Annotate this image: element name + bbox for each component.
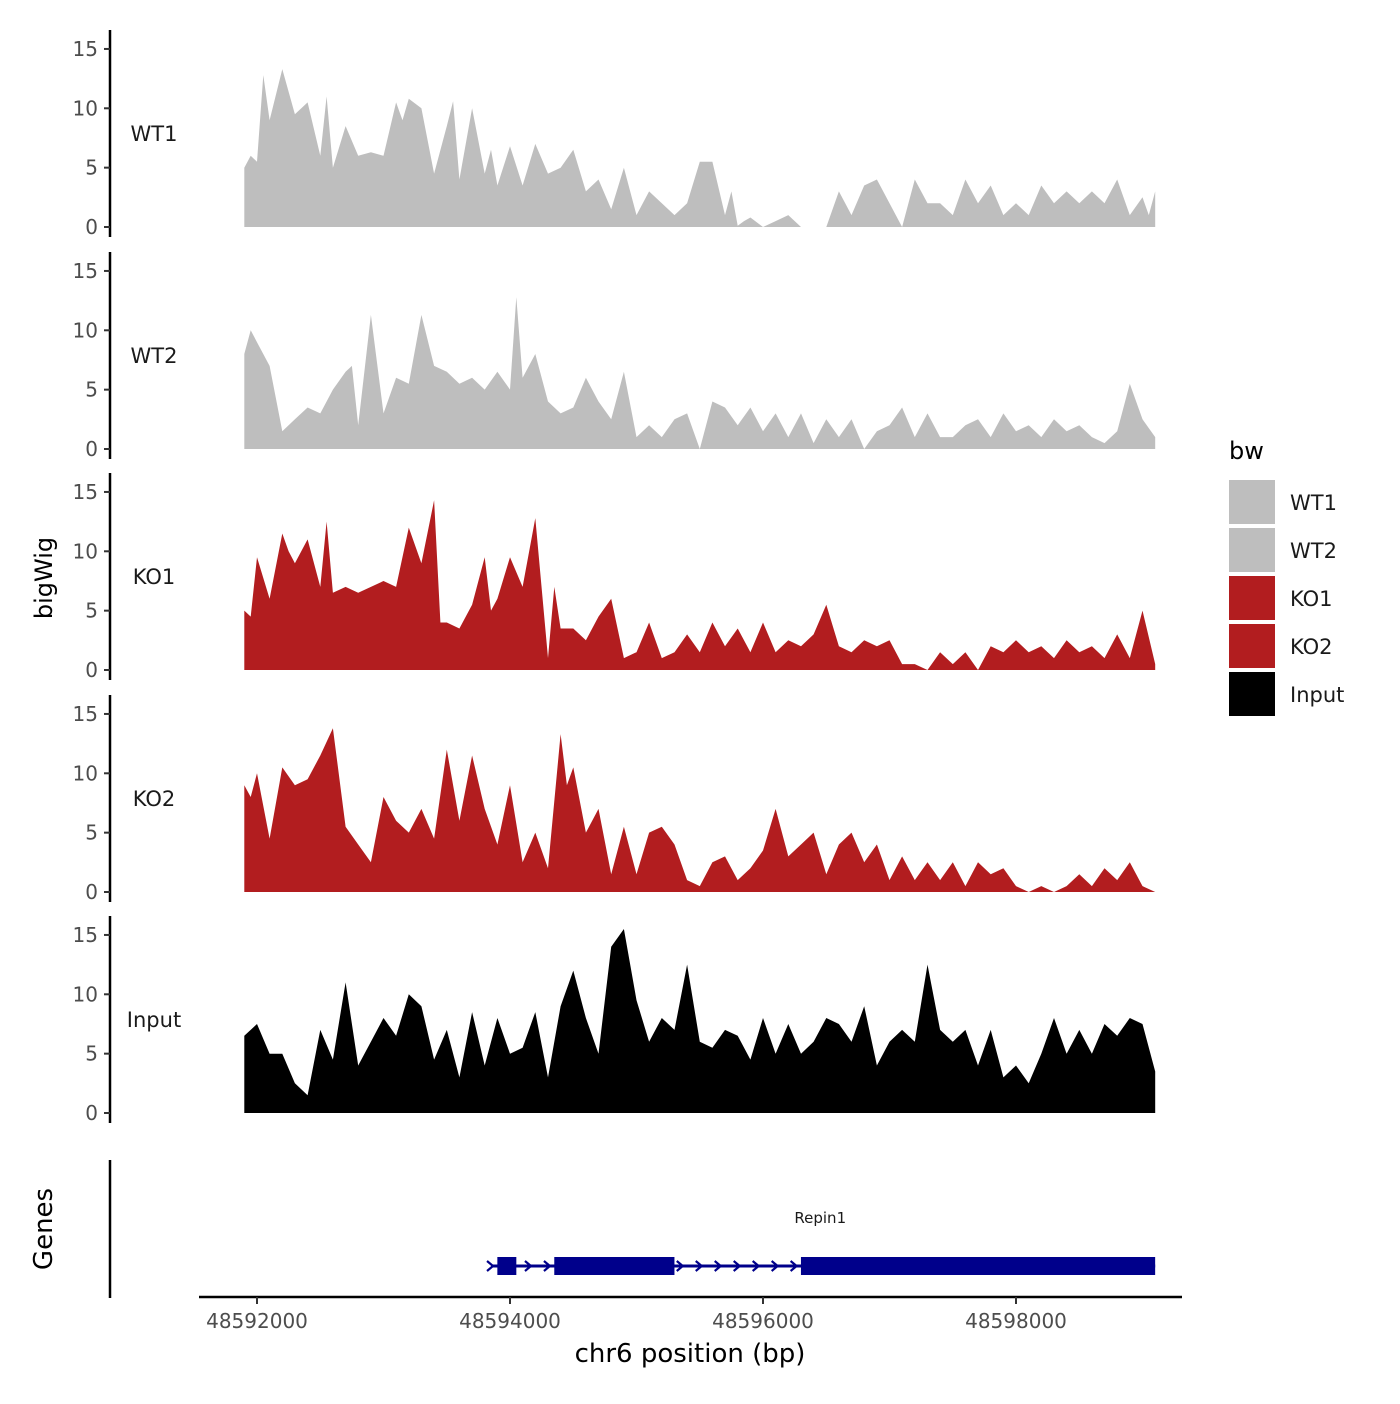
track-wt2: 0 5 10 15 WT2 (73, 252, 1156, 461)
y-tick-label: 0 (85, 215, 98, 239)
gene-repin1: Repin1 (486, 1209, 1156, 1275)
y-tick-label: 5 (85, 599, 98, 623)
x-axis: 48592000 48594000 48596000 48598000 (199, 1295, 1182, 1333)
track-ko2: 0 5 10 15 KO2 (73, 695, 1156, 904)
strand-arrow-icon (751, 1260, 761, 1272)
legend-key-input (1229, 672, 1275, 716)
y-axis-title: bigWig (30, 537, 58, 619)
exon (800, 1257, 1156, 1275)
strand-arrow-icon (676, 1260, 685, 1272)
y-tick-label: 5 (85, 1042, 98, 1066)
y-tick-label: 5 (85, 821, 98, 845)
legend-key-wt1 (1229, 480, 1275, 524)
y-tick-label: 10 (73, 761, 98, 785)
y-tick-label: 5 (85, 378, 98, 402)
area-wt2 (244, 297, 1156, 449)
y-tick-label: 5 (85, 156, 98, 180)
track-ko1: 0 5 10 15 KO1 (73, 473, 1156, 682)
y-tick-label: 10 (73, 539, 98, 563)
area-input (244, 929, 1156, 1113)
x-tick-label: 48598000 (965, 1309, 1067, 1333)
legend-label-wt1: WT1 (1290, 491, 1337, 515)
y-tick-label: 0 (85, 880, 98, 904)
y-tick-label: 0 (85, 1101, 98, 1125)
strand-arrow-icon (770, 1260, 780, 1272)
legend-key-wt2 (1229, 528, 1275, 572)
genes-axis-title: Genes (29, 1188, 59, 1270)
y-tick-label: 15 (73, 702, 98, 726)
legend-label-input: Input (1290, 683, 1344, 707)
legend-key-ko2 (1229, 624, 1275, 668)
gene-label: Repin1 (794, 1209, 846, 1227)
y-tick-label: 15 (73, 480, 98, 504)
exon (497, 1257, 517, 1275)
legend-label-ko1: KO1 (1290, 587, 1333, 611)
x-tick-label: 48592000 (206, 1309, 308, 1333)
legend-label-wt2: WT2 (1290, 539, 1337, 563)
y-tick-label: 0 (85, 658, 98, 682)
strand-arrow-icon (543, 1260, 552, 1272)
y-tick-label: 15 (73, 259, 98, 283)
track-label-ko1: KO1 (133, 565, 176, 589)
x-tick-label: 48596000 (712, 1309, 814, 1333)
y-tick-label: 0 (85, 437, 98, 461)
y-tick-label: 10 (73, 318, 98, 342)
genes-layer: Repin1 (108, 1160, 1156, 1298)
exon (554, 1257, 675, 1275)
strand-arrow-icon (789, 1260, 799, 1272)
strand-arrow-icon (486, 1260, 495, 1272)
track-input: 0 5 10 15 Input (73, 916, 1156, 1125)
y-tick-label: 15 (73, 37, 98, 61)
legend-key-ko1 (1229, 576, 1275, 620)
track-label-wt1: WT1 (131, 122, 178, 146)
track-wt1: 0 5 10 15 WT1 (73, 30, 1156, 239)
track-label-wt2: WT2 (131, 344, 178, 368)
legend-title: bw (1229, 437, 1264, 465)
area-wt1 (244, 69, 1156, 227)
track-label-ko2: KO2 (133, 787, 176, 811)
y-tick-label: 10 (73, 96, 98, 120)
legend-label-ko2: KO2 (1290, 635, 1333, 659)
strand-arrow-icon (695, 1260, 704, 1272)
track-label-input: Input (127, 1008, 181, 1032)
legend: bw WT1 WT2 KO1 KO2 Input (1229, 437, 1344, 716)
y-tick-label: 15 (73, 923, 98, 947)
x-tick-label: 48594000 (459, 1309, 561, 1333)
area-ko1 (244, 500, 1156, 670)
strand-arrow-icon (732, 1260, 742, 1272)
area-ko2 (244, 728, 1156, 892)
x-axis-title: chr6 position (bp) (575, 1339, 806, 1369)
y-tick-label: 10 (73, 982, 98, 1006)
tracks-layer: 0 5 10 15 WT1 0 5 10 15 WT2 0 5 10 15 KO1 0 5 10 15 KO2 0 5 10… (73, 30, 1156, 1125)
strand-arrow-icon (714, 1260, 723, 1272)
strand-arrow-icon (524, 1260, 533, 1272)
